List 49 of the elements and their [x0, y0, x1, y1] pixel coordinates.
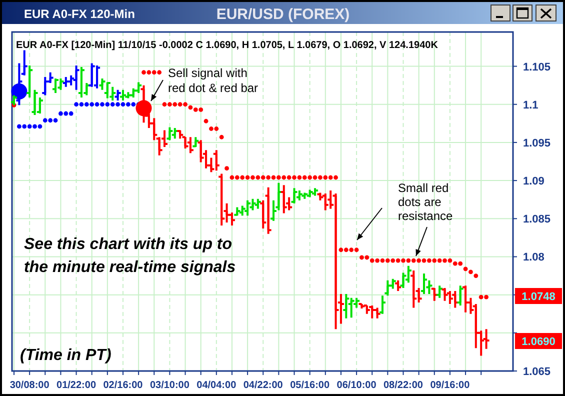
point	[42, 118, 48, 123]
annotation: Small red dots are resistance	[398, 181, 454, 223]
point	[27, 124, 32, 129]
y-tick-label: 1.09	[523, 176, 544, 188]
text: 1.0748	[522, 291, 556, 303]
y-tick-label: 1.095	[523, 137, 551, 150]
annotation: Sell signal with red dot & red bar	[168, 66, 258, 95]
point	[120, 102, 126, 107]
point	[105, 102, 110, 107]
point	[79, 102, 84, 107]
chart-subtitle: EUR A0-FX 120-Min	[24, 7, 135, 21]
x-tick-label: 04/22:00	[243, 380, 284, 391]
point	[131, 102, 136, 107]
y-tick-label: 1.085	[523, 214, 551, 226]
text: 1.0690	[522, 336, 556, 348]
y-tick-label: 1.065	[523, 366, 551, 378]
point	[64, 111, 68, 116]
point	[90, 102, 94, 107]
x-tick-label: 02/16:00	[103, 380, 144, 391]
point	[58, 111, 63, 116]
x-tick-label: 05/16:00	[290, 380, 330, 391]
point	[48, 118, 53, 123]
x-tick-label: 03/10:00	[150, 380, 190, 391]
annotation: EUR A0-FX [120-Min] 11/10/15 -0.0002 C 1.0690, H 1.0705, L 1.0679, O 1.0692, V 124.1940K	[16, 40, 439, 51]
annotation: (Time in PT)	[20, 347, 112, 364]
y-tick-label: 1.08	[523, 252, 544, 264]
point	[68, 111, 74, 116]
point	[32, 124, 37, 129]
x-tick-label: 01/22:00	[56, 380, 96, 391]
point	[74, 102, 78, 107]
point	[116, 102, 120, 107]
point	[110, 102, 115, 107]
point	[126, 102, 130, 107]
point	[94, 102, 100, 107]
x-tick-label: 06/10:00	[336, 380, 377, 391]
x-tick-label: 09/16:00	[430, 380, 470, 391]
y-tick-label: 1.1	[523, 99, 538, 112]
point	[84, 102, 89, 107]
point	[38, 124, 42, 129]
x-tick-label: 08/22:00	[384, 380, 424, 391]
point	[22, 124, 27, 129]
x-tick-label: 04/04:00	[196, 380, 237, 391]
point	[100, 102, 104, 107]
x-tick-label: 30/08:00	[10, 380, 50, 391]
point	[53, 118, 58, 123]
point	[16, 124, 22, 129]
chart-title: EUR/USD (FOREX)	[216, 6, 350, 23]
y-tick-label: 1.105	[523, 61, 551, 74]
annotation: See this chart with its up to the minute real-time signals	[24, 236, 236, 276]
